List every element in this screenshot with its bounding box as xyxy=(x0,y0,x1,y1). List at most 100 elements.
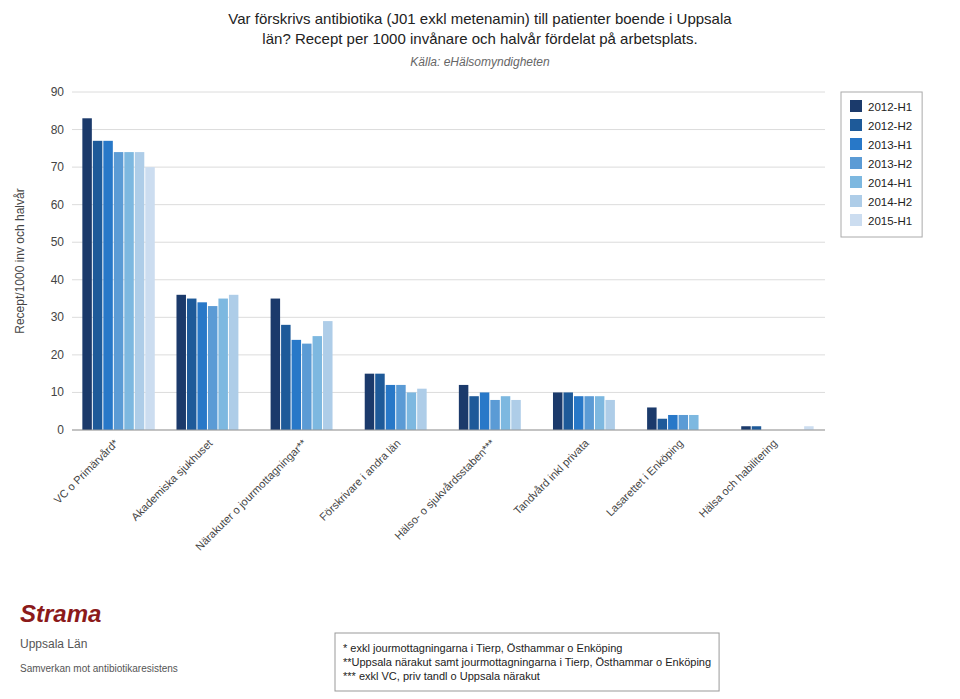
bar xyxy=(490,400,499,430)
bar xyxy=(176,295,185,430)
bar xyxy=(313,336,322,430)
bar xyxy=(752,426,761,430)
y-tick-label: 30 xyxy=(51,310,65,324)
y-axis-label: Recept/1000 inv och halvår xyxy=(13,188,27,333)
footnote: *** exkl VC, priv tandl o Uppsala näraku… xyxy=(343,670,540,682)
grid-line xyxy=(72,129,825,130)
bar xyxy=(668,415,677,430)
legend-swatch xyxy=(850,214,862,226)
legend-label: 2013-H1 xyxy=(868,139,912,151)
y-tick-label: 80 xyxy=(51,123,65,137)
x-tick-label: VC o Primärvård* xyxy=(51,436,121,506)
grid-line xyxy=(72,92,825,93)
legend-swatch xyxy=(850,195,862,207)
bar xyxy=(302,344,311,430)
bar xyxy=(553,392,562,430)
bar xyxy=(584,396,593,430)
bar xyxy=(605,400,614,430)
bar xyxy=(647,407,656,430)
x-tick-label: Förskrivare i andra län xyxy=(317,437,403,523)
bar xyxy=(124,152,133,430)
bar xyxy=(229,295,238,430)
legend-label: 2015-H1 xyxy=(868,215,912,227)
bar xyxy=(365,374,374,430)
y-tick-label: 0 xyxy=(57,423,64,437)
x-tick-label: Akademiska sjukhuset xyxy=(129,437,215,523)
x-axis-line xyxy=(72,430,825,431)
legend-swatch xyxy=(850,100,862,112)
legend-swatch xyxy=(850,138,862,150)
bar xyxy=(563,392,572,430)
bar xyxy=(114,152,123,430)
bar xyxy=(804,426,813,430)
y-tick-label: 70 xyxy=(51,160,65,174)
legend-swatch xyxy=(850,176,862,188)
x-tick-label: Lasarettet i Enköping xyxy=(604,437,686,519)
x-tick-label: Tandvård inkl privata xyxy=(511,436,591,516)
bars xyxy=(82,118,813,430)
legend: 2012-H12012-H22013-H12013-H22014-H12014-… xyxy=(841,92,922,237)
legend-label: 2014-H2 xyxy=(868,196,912,208)
bar xyxy=(187,299,196,430)
y-tick-label: 60 xyxy=(51,198,65,212)
y-tick-label: 50 xyxy=(51,235,65,249)
bar xyxy=(135,152,144,430)
bar xyxy=(323,321,332,430)
bar xyxy=(469,396,478,430)
grid-line xyxy=(72,242,825,243)
legend-label: 2013-H2 xyxy=(868,158,912,170)
y-tick-label: 40 xyxy=(51,273,65,287)
logo: StramaUppsala LänSamverkan mot antibioti… xyxy=(20,600,178,674)
title: Var förskrivs antibiotika (J01 exkl mete… xyxy=(228,10,732,27)
bar xyxy=(93,141,102,430)
bar xyxy=(292,340,301,430)
legend-swatch xyxy=(850,157,862,169)
bar xyxy=(271,299,280,430)
grid-line xyxy=(72,167,825,168)
bar xyxy=(396,385,405,430)
x-axis: VC o Primärvård*Akademiska sjukhusetNära… xyxy=(51,436,779,552)
bar xyxy=(82,118,91,430)
grid-line xyxy=(72,430,825,431)
legend-frame xyxy=(841,92,922,237)
y-axis: 0 10 20 30 40 50 60 70 80 90 xyxy=(51,85,65,437)
bar xyxy=(595,396,604,430)
bar xyxy=(480,392,489,430)
legend-label: 2012-H2 xyxy=(868,120,912,132)
subtitle: Källa: eHälsomyndigheten xyxy=(410,55,550,69)
x-tick-label: Hälsa och habilitering xyxy=(696,437,779,520)
bar xyxy=(741,426,750,430)
y-tick-label: 10 xyxy=(51,385,65,399)
bar xyxy=(658,419,667,430)
annotation: Uppsala Län xyxy=(20,637,87,651)
bar xyxy=(375,374,384,430)
footnote: * exkl jourmottagningarna i Tierp, Östha… xyxy=(343,642,622,654)
bar xyxy=(218,299,227,430)
grid-line xyxy=(72,204,825,205)
bar xyxy=(208,306,217,430)
legend-swatch xyxy=(850,119,862,131)
y-tick-label: 20 xyxy=(51,348,65,362)
bar xyxy=(197,302,206,430)
bar xyxy=(103,141,112,430)
bar xyxy=(689,415,698,430)
legend-label: 2014-H1 xyxy=(868,177,912,189)
bar xyxy=(574,396,583,430)
grid xyxy=(72,92,825,430)
x-tick-label: Hälso- o sjukvårdsstaben*** xyxy=(392,436,497,541)
bar xyxy=(281,325,290,430)
footnote: **Uppsala närakut samt jourmottagningarn… xyxy=(343,656,711,668)
bar xyxy=(511,400,520,430)
bar xyxy=(407,392,416,430)
bar xyxy=(459,385,468,430)
footnotes: * exkl jourmottagningarna i Tierp, Östha… xyxy=(335,633,719,691)
bar xyxy=(417,389,426,430)
title: län? Recept per 1000 invånare och halvår… xyxy=(262,30,697,47)
grid-line xyxy=(72,279,825,280)
bar xyxy=(679,415,688,430)
footnote-box xyxy=(335,633,719,691)
chart: Var förskrivs antibiotika (J01 exkl mete… xyxy=(0,0,960,699)
bar xyxy=(386,385,395,430)
bar xyxy=(501,396,510,430)
y-tick-label: 90 xyxy=(51,85,65,99)
